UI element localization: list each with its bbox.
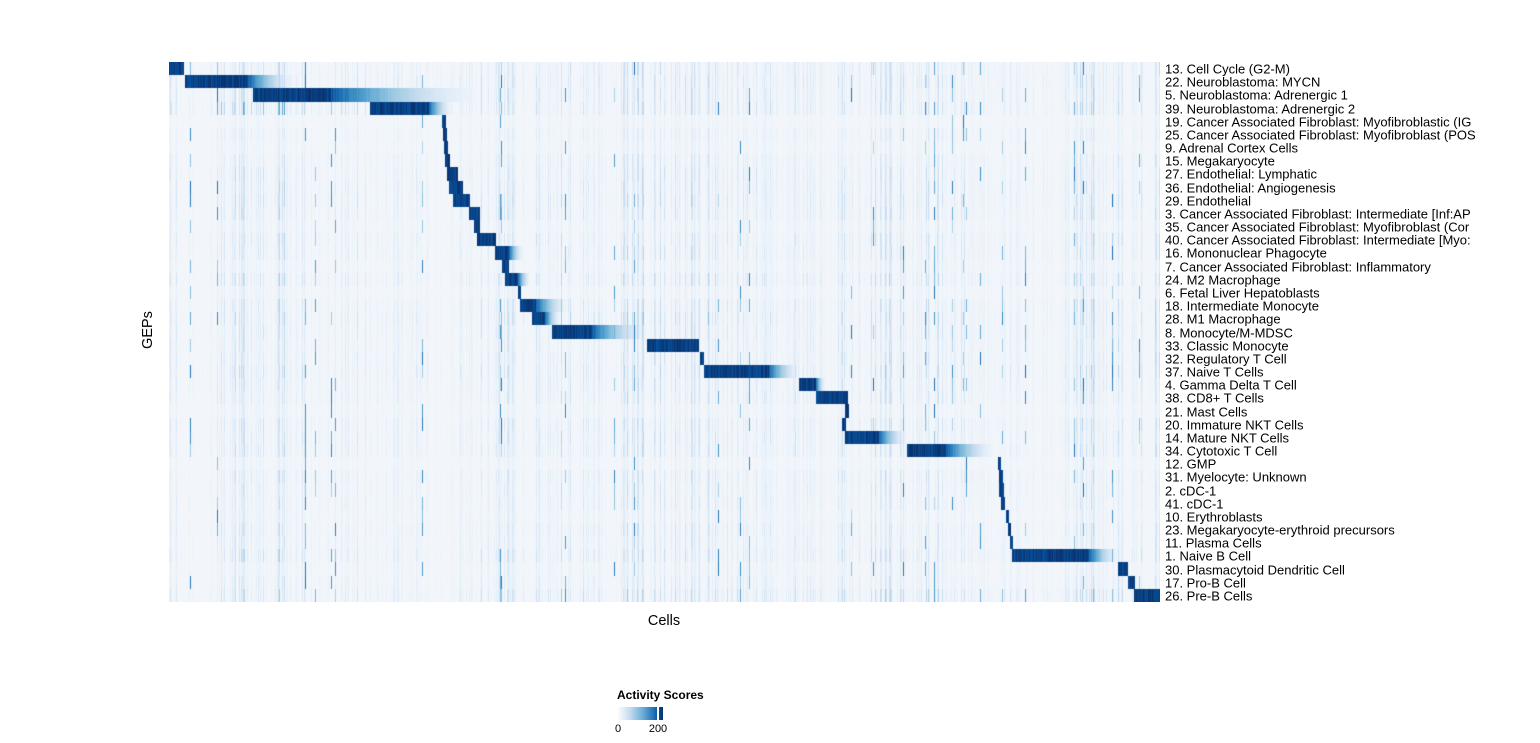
gep-label: 40. Cancer Associated Fibroblast: Interm… bbox=[1165, 232, 1471, 248]
gep-label: 11. Plasma Cells bbox=[1165, 535, 1262, 551]
gep-label: 24. M2 Macrophage bbox=[1165, 272, 1281, 288]
legend-label-0: 0 bbox=[614, 723, 622, 735]
gep-label: 4. Gamma Delta T Cell bbox=[1165, 377, 1297, 393]
gep-label: 26. Pre-B Cells bbox=[1165, 588, 1253, 604]
gep-label: 1. Naive B Cell bbox=[1165, 548, 1251, 564]
gep-label: 14. Mature NKT Cells bbox=[1165, 430, 1290, 446]
y-axis-title: GEPs bbox=[140, 311, 156, 349]
gep-label: 3. Cancer Associated Fibroblast: Interme… bbox=[1165, 206, 1471, 222]
gep-label: 31. Myelocyte: Unknown bbox=[1165, 469, 1307, 485]
legend-gradient-bar bbox=[617, 707, 663, 720]
gep-label: 37. Naive T Cells bbox=[1165, 364, 1264, 380]
gep-label: 38. CD8+ T Cells bbox=[1165, 390, 1264, 406]
activity-scores-legend: Activity Scores 0 200 bbox=[614, 688, 737, 737]
gep-label: 10. Erythroblasts bbox=[1165, 509, 1263, 525]
legend-label-200: 200 bbox=[648, 723, 668, 735]
gep-label: 7. Cancer Associated Fibroblast: Inflamm… bbox=[1165, 259, 1431, 275]
gep-label: 6. Fetal Liver Hepatoblasts bbox=[1165, 285, 1320, 301]
gep-label: 23. Megakaryocyte-erythroid precursors bbox=[1165, 522, 1395, 538]
gep-label: 34. Cytotoxic T Cell bbox=[1165, 443, 1278, 459]
gep-label: 32. Regulatory T Cell bbox=[1165, 351, 1287, 367]
gep-label: 9. Adrenal Cortex Cells bbox=[1165, 140, 1298, 156]
gep-label: 30. Plasmacytoid Dendritic Cell bbox=[1165, 562, 1345, 578]
x-axis-title: Cells bbox=[647, 613, 681, 629]
gep-label: 19. Cancer Associated Fibroblast: Myofib… bbox=[1165, 114, 1472, 130]
gep-label: 25. Cancer Associated Fibroblast: Myofib… bbox=[1165, 127, 1476, 143]
gep-label: 21. Mast Cells bbox=[1165, 404, 1248, 420]
gep-label: 28. M1 Macrophage bbox=[1165, 311, 1281, 327]
gep-label: 8. Monocyte/M-MDSC bbox=[1165, 325, 1293, 340]
gep-label: 27. Endothelial: Lymphatic bbox=[1165, 166, 1318, 182]
gep-label: 33. Classic Monocyte bbox=[1165, 338, 1289, 354]
gep-label: 17. Pro-B Cell bbox=[1165, 575, 1246, 591]
gep-label: 5. Neuroblastoma: Adrenergic 1 bbox=[1165, 87, 1348, 103]
legend-title: Activity Scores bbox=[617, 688, 704, 702]
gep-label: 12. GMP bbox=[1165, 456, 1217, 472]
heatmap-canvas bbox=[169, 62, 1160, 602]
gep-label: 15. Megakaryocyte bbox=[1165, 153, 1275, 169]
gep-label: 35. Cancer Associated Fibroblast: Myofib… bbox=[1165, 219, 1470, 235]
gep-label: 36. Endothelial: Angiogenesis bbox=[1165, 180, 1336, 196]
legend-tick-mark bbox=[657, 707, 659, 720]
gep-label: 18. Intermediate Monocyte bbox=[1165, 298, 1319, 314]
gep-label: 13. Cell Cycle (G2-M) bbox=[1165, 61, 1290, 77]
gep-label: 39. Neuroblastoma: Adrenergic 2 bbox=[1165, 101, 1356, 117]
legend-tick-labels: 0 200 bbox=[614, 723, 737, 737]
gep-label: 2. cDC-1 bbox=[1165, 483, 1217, 499]
gep-label: 41. cDC-1 bbox=[1165, 496, 1224, 512]
gep-label: 22. Neuroblastoma: MYCN bbox=[1165, 74, 1321, 90]
gep-label: 20. Immature NKT Cells bbox=[1165, 417, 1304, 433]
gep-label: 29. Endothelial bbox=[1165, 193, 1252, 209]
gep-label: 16. Mononuclear Phagocyte bbox=[1165, 245, 1327, 261]
